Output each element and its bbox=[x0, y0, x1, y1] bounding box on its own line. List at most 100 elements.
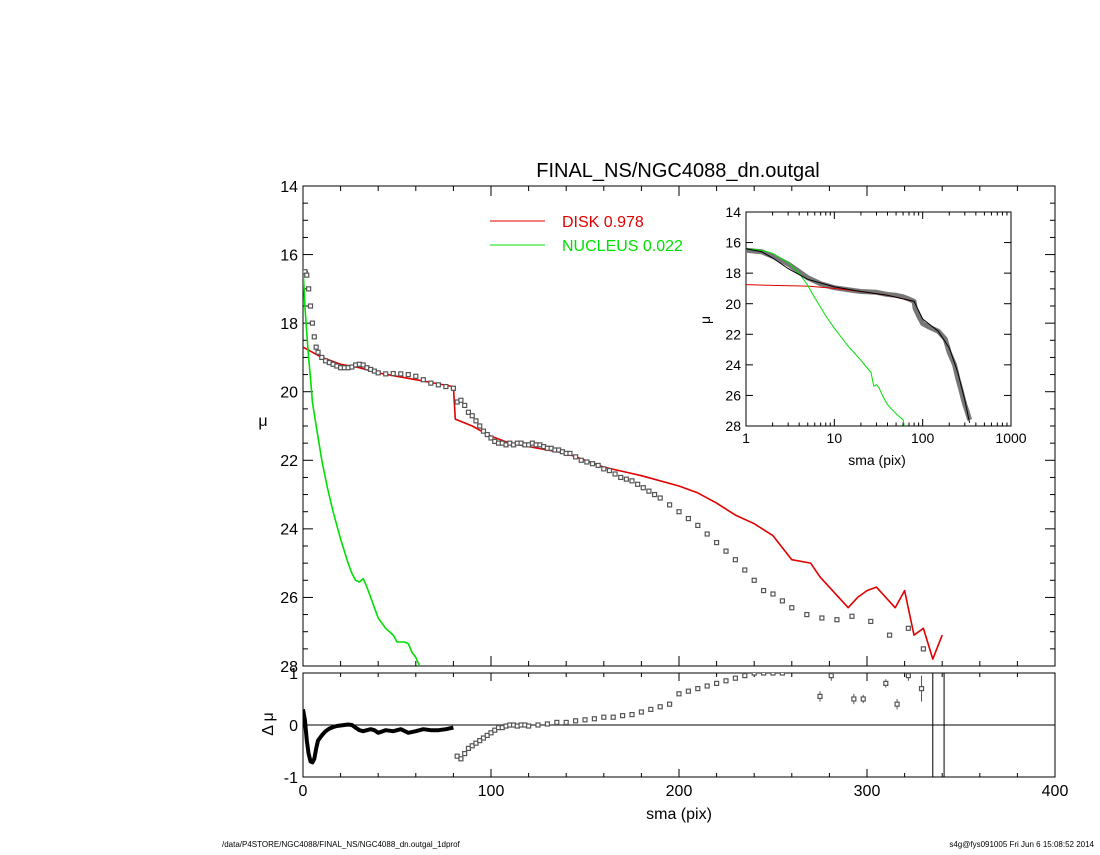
data-point bbox=[779, 598, 786, 604]
residual-series bbox=[303, 673, 925, 765]
data-point bbox=[488, 435, 494, 441]
data-point bbox=[732, 675, 739, 681]
data-point bbox=[742, 567, 748, 573]
data-point bbox=[619, 713, 626, 719]
x-tick-label: 1000 bbox=[995, 430, 1026, 446]
y-tick-label: 20 bbox=[280, 384, 298, 401]
data-point bbox=[383, 371, 389, 377]
data-point bbox=[623, 476, 629, 482]
data-point bbox=[572, 454, 579, 460]
data-point bbox=[685, 515, 692, 522]
data-point bbox=[704, 531, 710, 537]
data-point bbox=[484, 431, 490, 438]
data-point bbox=[582, 717, 588, 723]
data-point bbox=[886, 632, 893, 638]
data-point bbox=[666, 701, 673, 707]
data-point bbox=[398, 371, 404, 377]
data-point bbox=[473, 418, 479, 424]
data-point bbox=[375, 370, 381, 376]
data-point bbox=[413, 373, 419, 379]
series-line-disk bbox=[303, 346, 943, 660]
x-tick-label: 300 bbox=[854, 783, 881, 800]
data-point bbox=[905, 673, 911, 679]
data-point bbox=[554, 719, 560, 726]
data-point bbox=[695, 522, 701, 529]
x-tick-label: 200 bbox=[666, 783, 693, 800]
y-tick-label: 22 bbox=[725, 326, 741, 342]
y-axis-label: μ bbox=[258, 413, 267, 430]
y-tick-label: 14 bbox=[725, 204, 741, 220]
y-tick-label: 1 bbox=[289, 666, 298, 683]
data-point bbox=[685, 688, 692, 694]
data-point bbox=[770, 591, 776, 597]
data-point bbox=[770, 673, 776, 676]
data-point bbox=[525, 723, 532, 729]
y-tick-label: 26 bbox=[280, 590, 298, 607]
x-tick-label: 0 bbox=[299, 783, 308, 800]
data-point bbox=[484, 732, 490, 739]
data-point bbox=[428, 380, 434, 386]
y-tick-label: 24 bbox=[725, 357, 741, 373]
data-point bbox=[480, 428, 487, 434]
data-point bbox=[469, 413, 475, 419]
data-point bbox=[473, 740, 479, 746]
data-point bbox=[640, 485, 646, 491]
data-point bbox=[713, 680, 720, 687]
data-point bbox=[918, 685, 925, 692]
data-point bbox=[723, 678, 729, 684]
data-point bbox=[309, 320, 315, 326]
data-point bbox=[638, 709, 645, 715]
data-point bbox=[648, 706, 654, 713]
data-point bbox=[578, 457, 584, 463]
series-line-nucleus bbox=[746, 248, 905, 426]
data-point bbox=[465, 745, 472, 752]
data-point bbox=[676, 509, 682, 515]
data-point bbox=[760, 587, 767, 594]
data-point bbox=[450, 385, 456, 391]
data-point bbox=[563, 719, 569, 726]
data-point bbox=[601, 714, 607, 720]
data-point bbox=[704, 683, 710, 689]
data-point bbox=[465, 409, 472, 415]
data-point bbox=[544, 721, 551, 727]
series-line-nucleus bbox=[303, 268, 421, 666]
data-point bbox=[584, 459, 590, 465]
y-tick-label: 24 bbox=[280, 522, 298, 539]
data-point bbox=[657, 704, 663, 710]
y-tick-label: 28 bbox=[280, 659, 298, 676]
data-point bbox=[591, 716, 598, 722]
data-point bbox=[695, 685, 701, 692]
data-point bbox=[360, 362, 366, 368]
data-point bbox=[804, 611, 810, 618]
x-tick-label: 100 bbox=[911, 430, 935, 446]
data-point bbox=[612, 471, 618, 477]
data-point bbox=[492, 727, 498, 733]
y-tick-label: 22 bbox=[280, 453, 298, 470]
y-tick-label: 14 bbox=[280, 179, 298, 196]
data-point bbox=[635, 481, 641, 487]
inset-series bbox=[746, 247, 972, 426]
data-point bbox=[676, 691, 682, 697]
data-point bbox=[589, 461, 596, 467]
data-point bbox=[311, 334, 317, 340]
inset-plot: 1 10 100 1000 14 16 18 20 22 24 26 28 sma (pix) μ bbox=[697, 204, 1027, 468]
data-point bbox=[319, 354, 325, 361]
x-axis-label: sma (pix) bbox=[848, 452, 906, 468]
data-point bbox=[779, 673, 786, 676]
data-point bbox=[315, 349, 321, 355]
data-point bbox=[477, 423, 483, 429]
x-axis-label: sma (pix) bbox=[646, 806, 712, 823]
y-tick-label: 16 bbox=[725, 235, 741, 251]
data-point bbox=[742, 673, 748, 679]
data-point bbox=[306, 286, 312, 292]
chart-title: FINAL_NS/NGC4088_dn.outgal bbox=[536, 160, 820, 182]
y-tick-label: 0 bbox=[289, 718, 298, 735]
data-point bbox=[651, 491, 658, 498]
main-plot: 14 16 18 20 22 24 26 28 μ bbox=[258, 179, 1056, 676]
data-point bbox=[760, 673, 767, 676]
data-point bbox=[657, 495, 663, 501]
y-axis-label: Δ μ bbox=[260, 712, 277, 735]
data-point bbox=[817, 693, 823, 700]
footer-timestamp: s4g@fys091005 Fri Jun 6 15:08:52 2014 bbox=[949, 840, 1094, 849]
data-point bbox=[572, 718, 579, 724]
